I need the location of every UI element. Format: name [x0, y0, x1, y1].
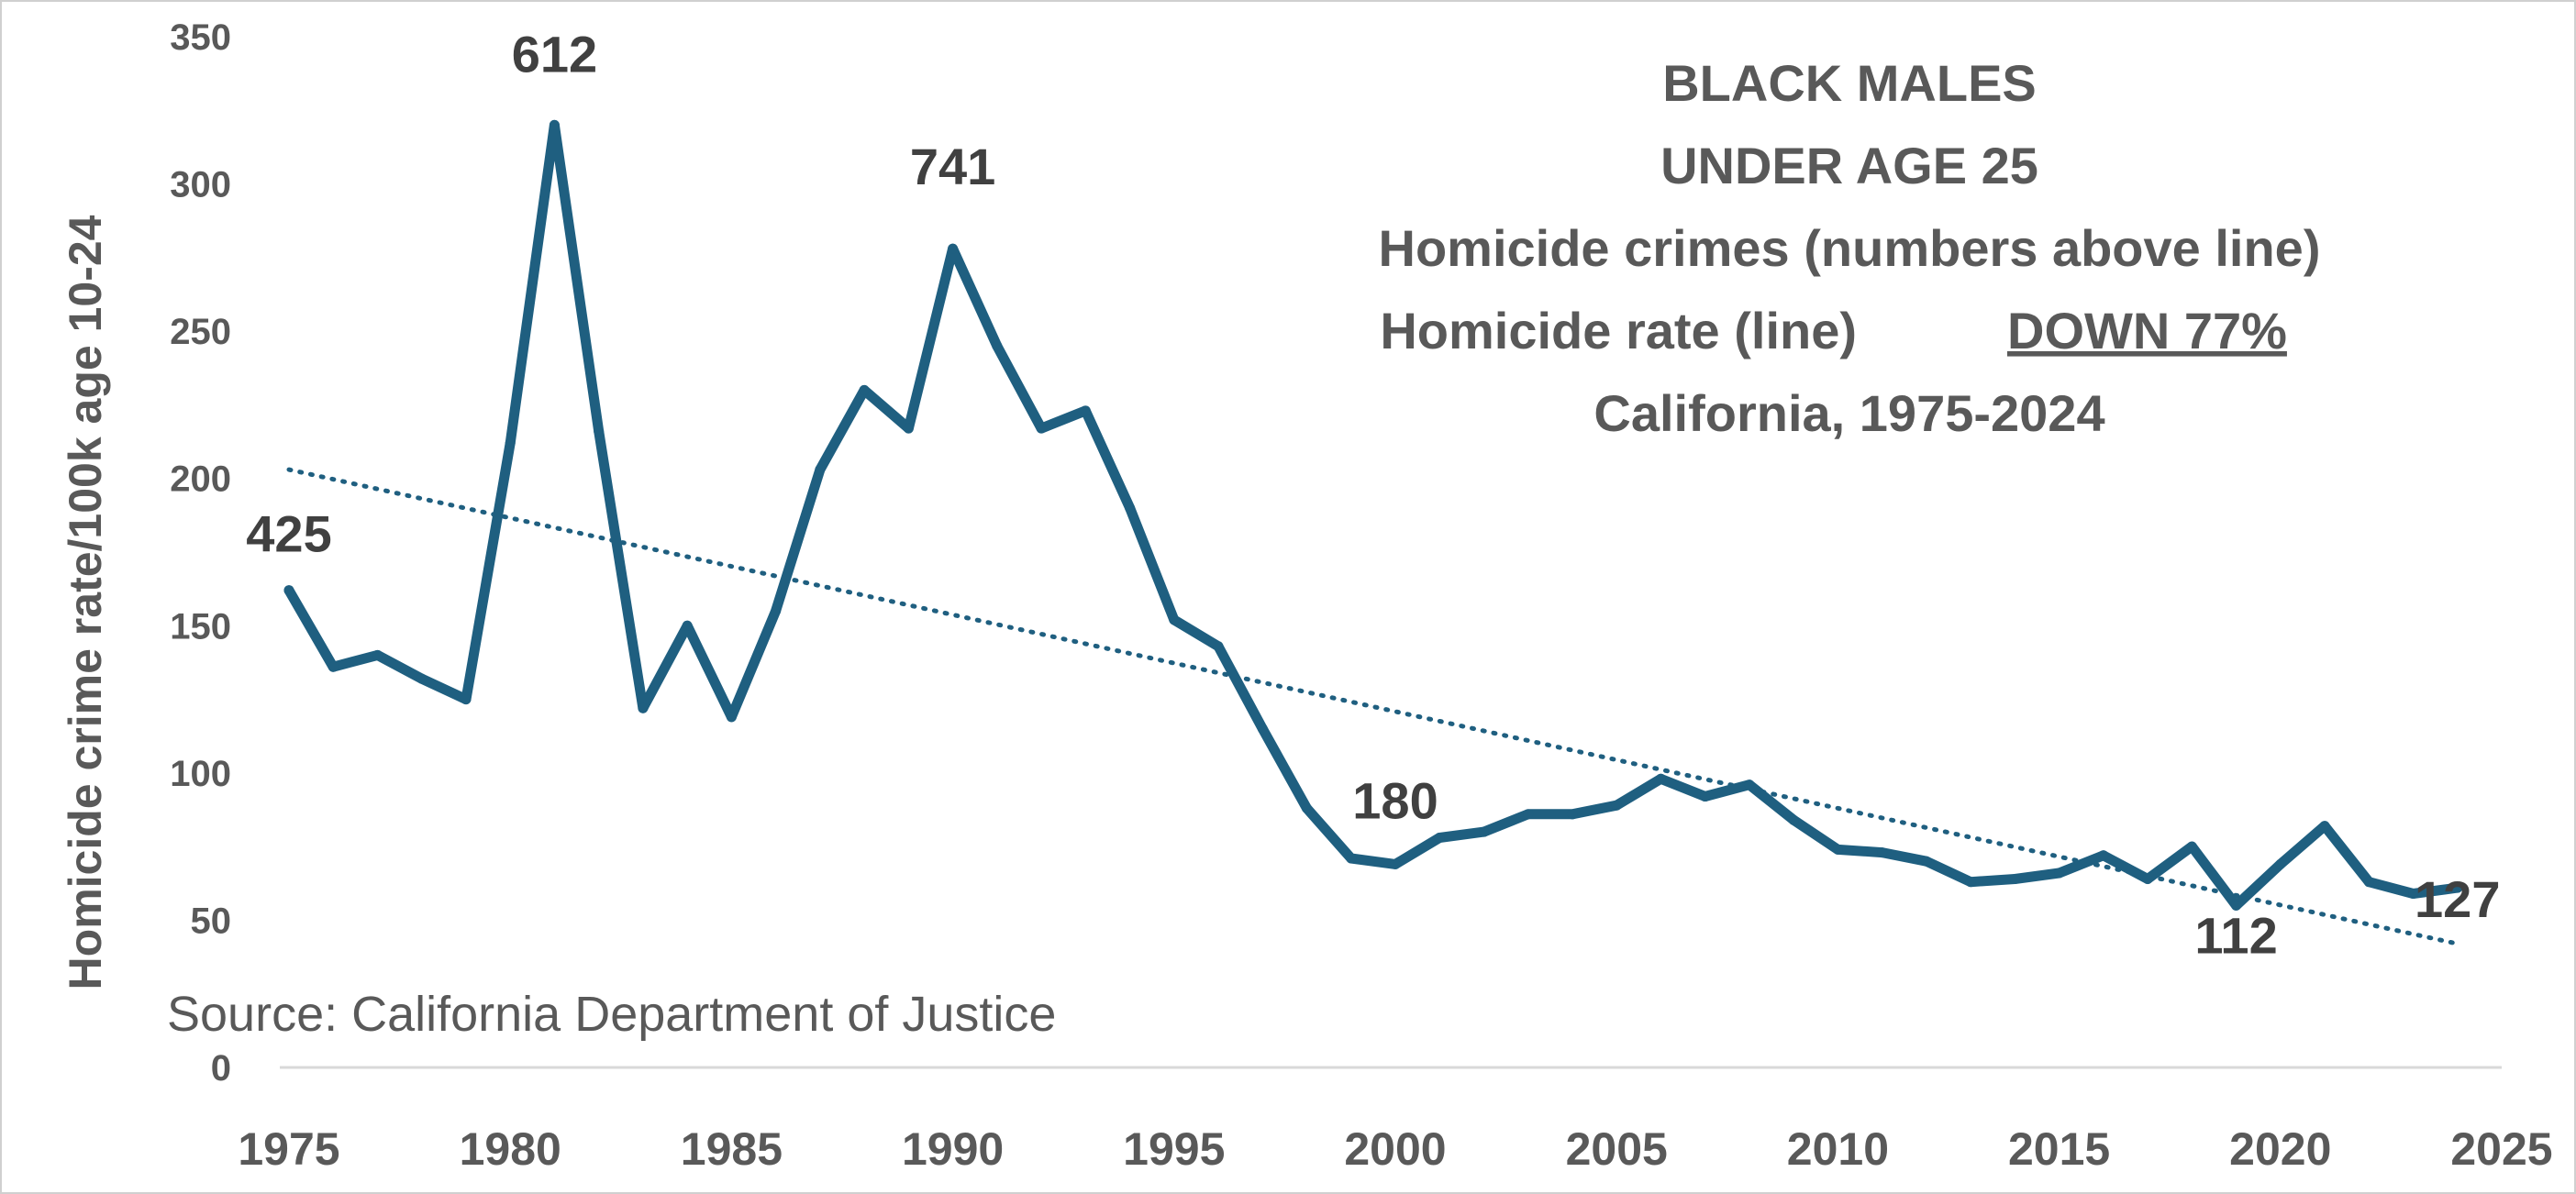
data-point	[1877, 847, 1888, 858]
x-tick-label: 2020	[2229, 1123, 2331, 1175]
data-label: 112	[2194, 906, 2277, 964]
data-point	[1523, 809, 1534, 820]
data-point	[594, 426, 605, 437]
data-point	[1346, 853, 1357, 864]
data-point	[2452, 882, 2463, 893]
data-point	[948, 243, 959, 254]
y-axis: 0 50 100 150 200 250 300 350	[170, 17, 231, 1089]
chart-title: BLACK MALES UNDER AGE 25 Homicide crimes…	[1379, 54, 2321, 442]
title-line-1: BLACK MALES	[1662, 54, 2037, 112]
y-tick-label: 0	[211, 1048, 231, 1089]
data-point	[2231, 900, 2242, 911]
data-point	[1744, 779, 1755, 790]
title-line-4: Homicide rate (line)	[1380, 302, 1857, 359]
x-tick-label: 1995	[1123, 1123, 1225, 1175]
data-point	[1788, 814, 1799, 825]
data-point	[1700, 791, 1711, 802]
data-point	[1080, 405, 1091, 416]
data-point	[1390, 858, 1401, 869]
data-point	[2098, 850, 2109, 861]
data-point	[1832, 844, 1843, 855]
data-point	[328, 661, 339, 672]
x-tick-label: 1990	[902, 1123, 1004, 1175]
data-point	[1921, 856, 1932, 867]
data-point	[1478, 826, 1489, 837]
y-tick-label: 150	[170, 606, 231, 647]
data-point	[1036, 423, 1047, 434]
data-point	[638, 702, 649, 713]
data-point	[2319, 821, 2330, 832]
x-tick-label: 1980	[460, 1123, 561, 1175]
y-tick-label: 50	[191, 901, 232, 941]
data-label: 127	[2415, 870, 2500, 928]
title-line-2: UNDER AGE 25	[1660, 137, 2038, 194]
data-point	[2408, 889, 2419, 900]
data-point	[682, 620, 693, 631]
data-point	[461, 694, 472, 705]
data-label: 612	[512, 25, 597, 83]
data-point	[2009, 873, 2020, 884]
data-point	[1434, 833, 1445, 844]
y-tick-label: 250	[170, 312, 231, 352]
data-point	[1257, 724, 1268, 735]
data-point	[283, 585, 294, 596]
data-point	[726, 712, 737, 723]
trendline-group	[286, 467, 2460, 946]
x-axis: 1975 1980 1985 1990 1995 2000 2005 2010 2015 2020…	[238, 1066, 2553, 1175]
y-tick-label: 100	[170, 754, 231, 794]
x-tick-label: 1975	[238, 1123, 339, 1175]
x-tick-label: 2010	[1787, 1123, 1889, 1175]
x-tick-label: 2000	[1344, 1123, 1446, 1175]
data-point	[2054, 868, 2065, 879]
data-point	[1965, 877, 1976, 888]
data-label: 180	[1352, 771, 1438, 829]
data-point	[1169, 614, 1180, 625]
trendline	[286, 467, 2460, 946]
data-point	[815, 464, 826, 475]
x-tick-label: 2015	[2008, 1123, 2110, 1175]
data-point	[505, 437, 516, 448]
x-tick-label: 2005	[1566, 1123, 1668, 1175]
x-tick-label: 2025	[2450, 1123, 2552, 1175]
data-point	[2363, 877, 2374, 888]
annotation-group: 425 612 741 180 112 127	[246, 25, 2500, 964]
data-point	[1567, 809, 1578, 820]
y-tick-label: 200	[170, 459, 231, 500]
data-point	[859, 384, 870, 395]
data-point	[903, 423, 914, 434]
title-line-3: Homicide crimes (numbers above line)	[1379, 219, 2321, 277]
x-tick-label: 1985	[681, 1123, 783, 1175]
source-note: Source: California Department of Justice	[167, 987, 1056, 1042]
y-tick-label: 300	[170, 165, 231, 205]
data-point	[771, 605, 782, 616]
data-point	[1125, 503, 1136, 514]
data-label: 741	[910, 138, 995, 195]
series-line	[283, 119, 2463, 911]
data-point	[372, 649, 383, 660]
data-point	[1655, 773, 1666, 784]
title-line-5: California, 1975-2024	[1593, 384, 2104, 442]
y-tick-label: 350	[170, 17, 231, 58]
y-axis-title: Homicide crime rate/100k age 10-24	[60, 215, 111, 989]
data-point	[992, 340, 1003, 351]
data-point	[2142, 873, 2153, 884]
data-label: 425	[246, 505, 331, 563]
data-point	[2186, 841, 2197, 852]
data-point	[1213, 641, 1224, 652]
series-group	[283, 119, 2463, 911]
data-point	[1302, 802, 1313, 813]
data-point	[416, 673, 427, 684]
data-point	[2275, 858, 2286, 869]
data-point	[549, 119, 560, 130]
data-point	[1611, 800, 1622, 811]
title-emphasis: DOWN 77%	[2007, 302, 2287, 359]
